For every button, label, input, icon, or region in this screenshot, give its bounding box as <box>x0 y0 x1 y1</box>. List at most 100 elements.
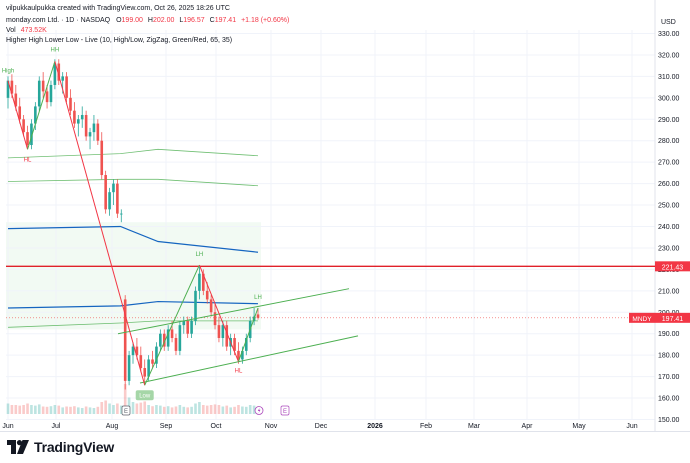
pivot-label: HL <box>24 157 32 163</box>
candle-body <box>10 80 14 94</box>
volume-bar <box>123 384 127 414</box>
candle-body <box>237 350 240 360</box>
indicator-band <box>7 320 258 328</box>
candle-body <box>256 314 260 318</box>
zigzag-segment <box>7 80 29 150</box>
volume-bars <box>6 384 260 414</box>
volume-bar <box>198 402 201 414</box>
tradingview-logo[interactable]: TradingView <box>7 439 114 455</box>
volume-bar <box>77 407 80 414</box>
y-tick-label: 210.00 <box>658 288 680 295</box>
candle-body <box>151 359 154 364</box>
x-tick-label: Dec <box>315 423 328 430</box>
grid <box>6 30 655 420</box>
candle-body <box>194 290 197 321</box>
candle-body <box>127 355 131 381</box>
candle-body <box>108 192 111 210</box>
y-tick-label: 300.00 <box>658 95 680 102</box>
candle-body <box>104 175 107 210</box>
volume-bar <box>84 406 88 414</box>
low-label-box <box>135 390 154 401</box>
volume-bar <box>170 407 174 414</box>
price-chart[interactable]: USD150.00160.00170.00180.00190.00200.002… <box>0 0 690 431</box>
volume-bar <box>178 405 182 414</box>
close-label: C <box>209 17 215 24</box>
volume-bar <box>131 402 135 414</box>
x-tick-label: Feb <box>420 423 432 430</box>
volume-bar <box>26 403 29 414</box>
x-tick-label: May <box>572 423 586 430</box>
volume-bar <box>41 406 45 414</box>
zigzag-segment <box>237 307 259 362</box>
indicator-legend[interactable]: Higher High Lower Low - Live (10, High/L… <box>6 37 233 44</box>
y-tick-label: 290.00 <box>658 117 680 124</box>
x-tick-label: Jun <box>2 423 13 430</box>
volume-bar <box>233 406 236 414</box>
volume-bar <box>155 405 158 414</box>
zigzag-segment <box>144 264 200 386</box>
zigzag-segment <box>54 61 146 386</box>
volume-bar <box>229 407 232 414</box>
candle-body <box>37 80 41 107</box>
volume-bar <box>135 403 139 414</box>
candle-body <box>96 123 100 141</box>
volume-bar <box>139 402 143 414</box>
x-tick-label: Oct <box>211 423 222 430</box>
volume-bar <box>112 405 115 414</box>
volume-bar <box>37 404 41 414</box>
volume-bar <box>205 405 209 414</box>
candle-body <box>30 123 33 146</box>
volume-label[interactable]: Vol <box>6 27 16 34</box>
volume-bar <box>49 406 53 414</box>
resistance-badge <box>655 261 690 272</box>
volume-bar <box>190 406 193 414</box>
x-tick-label: 2026 <box>367 423 383 430</box>
candle-body <box>147 359 150 377</box>
candle-body <box>213 312 217 326</box>
candle-body <box>69 97 72 111</box>
y-tick-label: 280.00 <box>658 138 680 145</box>
volume-bar <box>143 401 147 414</box>
indicator-band <box>7 225 259 253</box>
volume-bar <box>166 406 170 414</box>
x-tick-label: Jul <box>52 423 61 430</box>
volume-bar <box>30 405 33 414</box>
candle-body <box>116 183 119 214</box>
low-value: 196.57 <box>183 17 205 24</box>
zigzag-segment <box>198 264 239 362</box>
pivot-label: LH <box>196 252 204 258</box>
candle-body <box>41 80 45 92</box>
candle-body <box>209 299 213 313</box>
volume-bar <box>217 405 221 414</box>
y-tick-label: 160.00 <box>658 396 680 403</box>
candle-body <box>22 119 25 133</box>
volume-bar <box>202 405 205 414</box>
x-tick-label: Nov <box>265 423 278 430</box>
candle-body <box>159 333 162 347</box>
volume-bar <box>6 403 10 414</box>
ohlc-line: monday.com Ltd. · 1D · NASDAQ O199.00 H2… <box>6 16 289 25</box>
candle-body <box>131 346 135 356</box>
candle-body <box>26 132 29 146</box>
volume-bar <box>225 405 229 414</box>
x-tick-label: Aug <box>106 423 119 430</box>
last-price-badge-label: 197.41 <box>662 316 684 323</box>
indicator-band <box>7 148 259 159</box>
volume-bar <box>65 406 68 414</box>
candle-body <box>205 290 209 300</box>
symbol-title[interactable]: monday.com Ltd. · 1D · NASDAQ <box>6 17 111 24</box>
volume-bar <box>88 407 92 414</box>
candle-body <box>112 183 115 193</box>
y-tick-label: 190.00 <box>658 331 680 338</box>
channel-upper <box>117 288 350 335</box>
candle-body <box>162 333 166 347</box>
volume-bar <box>104 400 107 414</box>
volume-bar <box>18 405 22 414</box>
candle-body <box>244 338 248 351</box>
volume-bar <box>159 405 162 414</box>
y-tick-label: 320.00 <box>658 52 680 59</box>
low-label: L <box>179 17 184 24</box>
candle-body <box>135 346 139 356</box>
volume-bar <box>186 407 189 414</box>
close-value: 197.41 <box>214 17 237 24</box>
